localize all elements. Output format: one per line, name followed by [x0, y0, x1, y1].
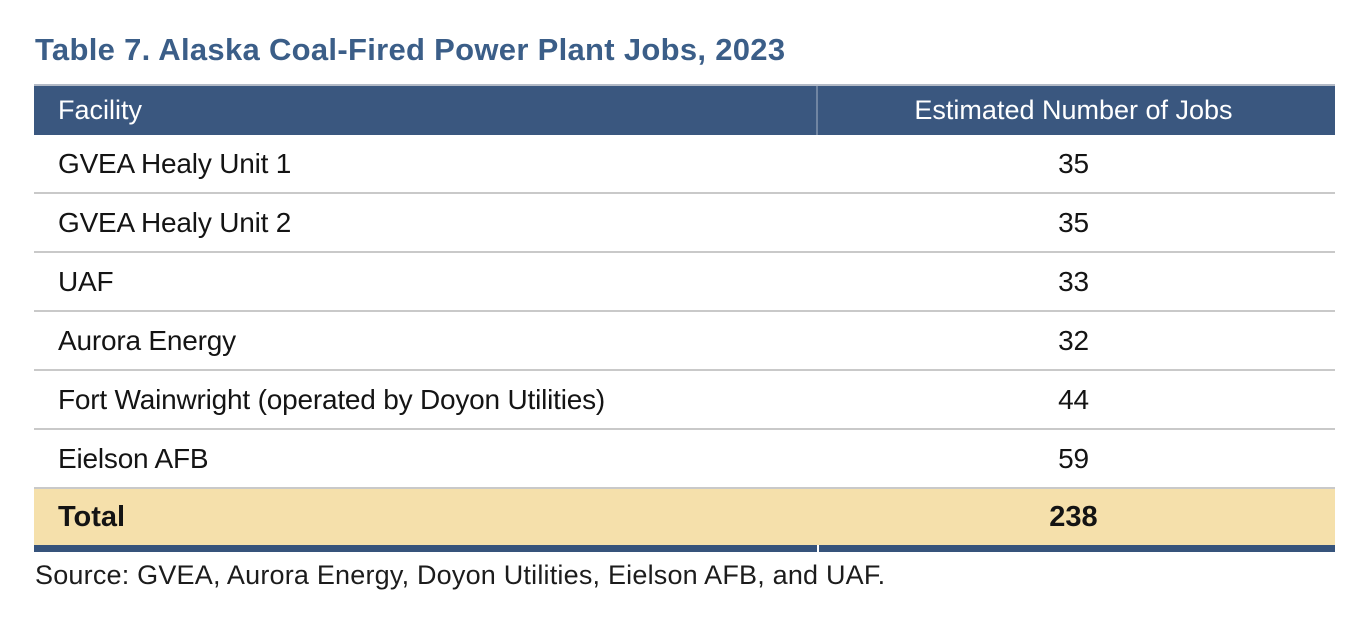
facility-cell: Fort Wainwright (operated by Doyon Utili… — [58, 383, 606, 415]
table-row: Eielson AFB 59 — [34, 430, 1335, 489]
facility-cell: Aurora Energy — [58, 324, 236, 356]
jobs-cell: 35 — [1058, 147, 1089, 179]
jobs-cell: 35 — [1058, 206, 1089, 238]
bottom-border-segment — [819, 545, 1335, 552]
jobs-cell: 33 — [1058, 265, 1089, 297]
source-note: Source: GVEA, Aurora Energy, Doyon Utili… — [35, 560, 886, 590]
total-jobs-cell: 238 — [1049, 500, 1098, 533]
table-total-row: Total 238 — [34, 489, 1335, 545]
table-bottom-border — [34, 545, 1335, 552]
table-row: GVEA Healy Unit 2 35 — [34, 194, 1335, 253]
facility-cell: GVEA Healy Unit 1 — [58, 147, 292, 179]
column-header-facility: Facility — [34, 86, 818, 135]
jobs-cell: 32 — [1058, 324, 1089, 356]
facility-cell: UAF — [58, 265, 114, 297]
bottom-border-segment — [34, 545, 817, 552]
table-header-row: Facility Estimated Number of Jobs — [34, 84, 1335, 135]
total-label-cell: Total — [58, 500, 126, 533]
table-row: Fort Wainwright (operated by Doyon Utili… — [34, 371, 1335, 430]
facility-cell: GVEA Healy Unit 2 — [58, 206, 292, 238]
column-header-jobs: Estimated Number of Jobs — [914, 95, 1233, 125]
jobs-table: Facility Estimated Number of Jobs GVEA H… — [34, 84, 1335, 552]
jobs-cell: 59 — [1058, 442, 1089, 474]
page-title: Table 7. Alaska Coal-Fired Power Plant J… — [35, 32, 786, 67]
jobs-cell: 44 — [1058, 383, 1089, 415]
facility-cell: Eielson AFB — [58, 442, 209, 474]
table-row: Aurora Energy 32 — [34, 312, 1335, 371]
table-row: UAF 33 — [34, 253, 1335, 312]
table-row: GVEA Healy Unit 1 35 — [34, 135, 1335, 194]
